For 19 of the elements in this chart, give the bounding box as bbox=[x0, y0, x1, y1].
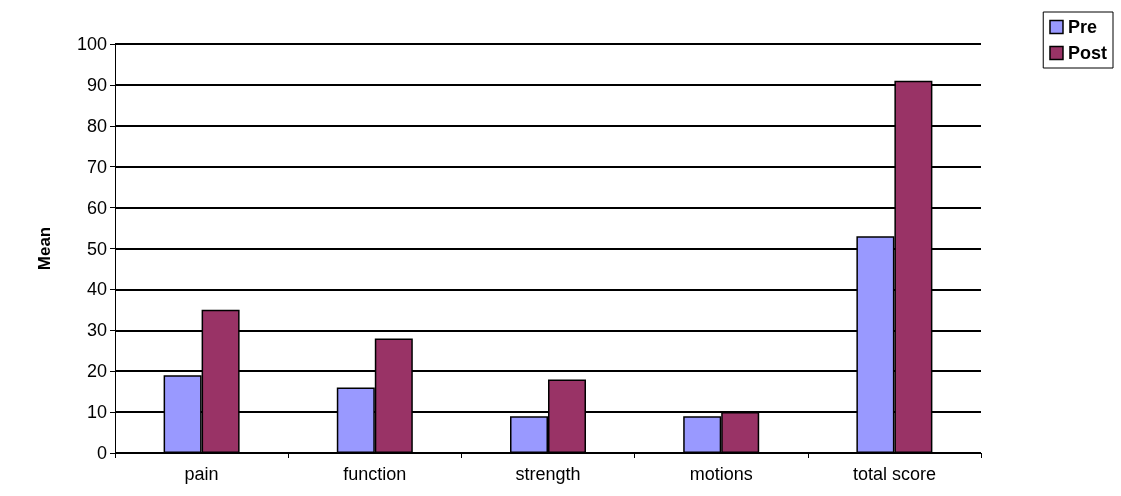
legend-label: Post bbox=[1067, 43, 1108, 63]
y-tick-label: 10 bbox=[86, 402, 107, 423]
y-tick-label: 20 bbox=[86, 361, 107, 382]
x-tick-label: motions bbox=[689, 464, 753, 484]
legend-label: Pre bbox=[1067, 17, 1098, 37]
y-tick-label: 70 bbox=[86, 156, 107, 177]
y-tick-label: 90 bbox=[86, 74, 107, 95]
x-tick-label: total score bbox=[852, 464, 936, 484]
y-tick-label: 30 bbox=[86, 320, 107, 341]
y-tick-label: 0 bbox=[96, 443, 107, 463]
x-tick-label: function bbox=[343, 464, 407, 484]
y-tick-label: 40 bbox=[86, 279, 107, 300]
y-axis-title: Mean bbox=[35, 226, 54, 271]
x-tick-label: pain bbox=[184, 464, 219, 484]
y-tick-label: 80 bbox=[86, 115, 107, 136]
y-tick-label: 100 bbox=[76, 34, 107, 54]
y-tick-label: 50 bbox=[86, 238, 107, 259]
y-tick-label: 60 bbox=[86, 197, 107, 218]
x-tick-label: strength bbox=[515, 464, 581, 484]
